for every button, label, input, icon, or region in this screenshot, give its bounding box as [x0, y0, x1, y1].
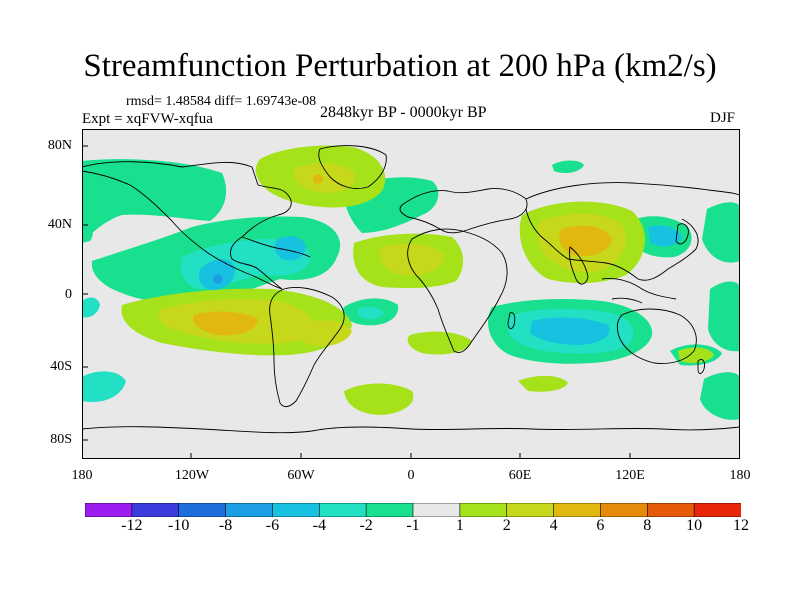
- x-tick-180w: 180: [71, 468, 93, 483]
- colorbar-swatch: [225, 503, 274, 517]
- coast-australia: [616, 308, 697, 364]
- coast-japan: [675, 223, 689, 245]
- neg-west-edge-north: [82, 224, 93, 243]
- neg-east-edge-north: [702, 202, 740, 263]
- y-tick-40n: 40N: [47, 217, 72, 232]
- colorbar-swatch: [365, 503, 414, 517]
- pos-greenland-dot: [313, 174, 323, 184]
- colorbar-label: 8: [643, 517, 652, 534]
- y-tick-40s: 40S: [50, 359, 72, 374]
- colorbar-label: 4: [549, 517, 558, 534]
- coast-caribbean: [241, 236, 311, 258]
- map-ticks: [82, 145, 631, 459]
- colorbar-swatch: [553, 503, 602, 517]
- period-label: 2848kyr BP - 0000kyr BP: [320, 104, 487, 121]
- colorbar-swatch: [131, 503, 180, 517]
- coast-india: [569, 246, 589, 285]
- season-label: DJF: [710, 110, 736, 126]
- colorbar-label: -12: [121, 517, 143, 534]
- colorbar-label: 1: [455, 517, 464, 534]
- colorbar-swatch: [693, 503, 741, 517]
- x-tick-60w: 60W: [287, 468, 315, 483]
- neg-south-east: [700, 372, 740, 420]
- colorbar-label: 2: [502, 517, 511, 534]
- y-tick-80n: 80N: [47, 138, 72, 153]
- x-tick-0: 0: [407, 468, 415, 483]
- pos-south-america-east: [296, 320, 352, 347]
- x-tick-180e: 180: [729, 468, 751, 483]
- colorbar-swatch: [600, 503, 649, 517]
- coast-madagascar: [507, 312, 516, 330]
- coast-greenland: [318, 145, 387, 189]
- coast-indonesia: [601, 278, 677, 304]
- colorbar-label: -4: [312, 517, 326, 534]
- coast-africa: [407, 228, 508, 353]
- pos-tropical-atlantic-core: [380, 243, 444, 276]
- colorbar-swatch: [178, 503, 227, 517]
- pos-southern-ocean-2: [518, 375, 568, 392]
- y-tick-80s: 80S: [50, 432, 72, 447]
- neg-core-dot: [213, 274, 223, 284]
- colorbar-swatch: [646, 503, 695, 517]
- neg-north-pacific: [82, 159, 227, 241]
- colorbar-swatch: [318, 503, 367, 517]
- colorbar-swatch: [459, 503, 508, 517]
- colorbar-label: -10: [168, 517, 190, 534]
- colorbar-label: -1: [406, 517, 420, 534]
- colorbar-label: 10: [686, 517, 703, 534]
- pos-greenland-core: [293, 163, 355, 193]
- coast-south-america: [269, 286, 345, 408]
- neg-americas-core: [274, 236, 306, 261]
- colorbar-label: 12: [733, 517, 749, 534]
- coast-asia: [525, 182, 740, 281]
- coast-europe: [399, 188, 528, 234]
- colorbar-swatch: [85, 503, 133, 517]
- experiment-label: Expt = xqFVW-xqfua: [82, 111, 213, 127]
- neg-west-edge-small: [82, 297, 100, 318]
- x-tick-120w: 120W: [174, 468, 210, 483]
- neg-west-pacific-core: [648, 225, 682, 247]
- colorbar-label: -8: [218, 517, 233, 534]
- coast-antarctica: [82, 426, 740, 434]
- streamfunction-map: [82, 129, 740, 459]
- neg-south-indian-3: [530, 317, 610, 345]
- neg-south-west: [82, 371, 126, 403]
- colorbar: [85, 503, 741, 517]
- pos-southern-ocean: [344, 383, 414, 415]
- colorbar-swatch: [506, 503, 555, 517]
- colorbar-label: -2: [359, 517, 373, 534]
- x-tick-120e: 120E: [615, 468, 645, 483]
- pos-south-pacific-core: [193, 311, 258, 336]
- neg-tropical-atlantic-core: [358, 306, 384, 320]
- coastlines: [82, 145, 740, 434]
- y-tick-equator: 0: [65, 287, 72, 302]
- rmsd-diff-stats: rmsd= 1.48584 diff= 1.69743e-08: [126, 94, 317, 109]
- colorbar-label: -6: [265, 517, 280, 534]
- pos-north-siberia: [552, 160, 584, 173]
- coast-north-america: [82, 161, 292, 290]
- colorbar-label: 6: [596, 517, 605, 534]
- pos-east-pacific-small: [678, 347, 714, 363]
- pos-south-atlantic: [407, 331, 472, 355]
- colorbar-swatch: [272, 503, 321, 517]
- plot-title: Streamfunction Perturbation at 200 hPa (…: [83, 48, 717, 84]
- colorbar-swatch: [412, 503, 461, 517]
- x-tick-60e: 60E: [508, 468, 532, 483]
- coast-new-zealand: [697, 358, 705, 374]
- neg-east-edge-south: [708, 281, 740, 352]
